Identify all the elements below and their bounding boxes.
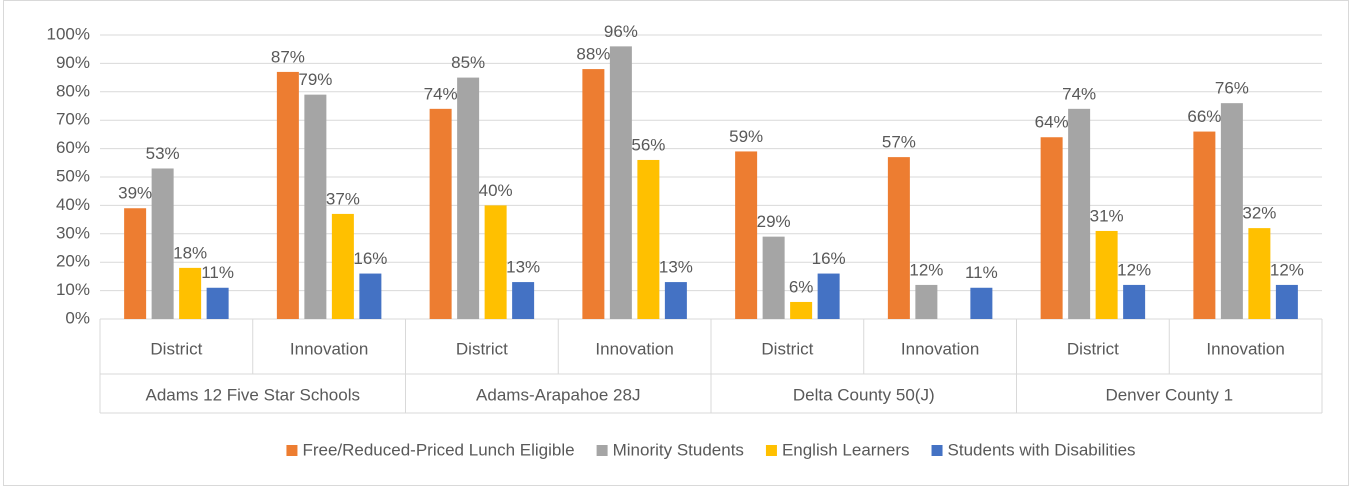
bar bbox=[1095, 230, 1118, 319]
data-label: 11% bbox=[965, 263, 998, 282]
legend-label: Free/Reduced-Priced Lunch Eligible bbox=[302, 440, 574, 459]
y-tick-label: 20% bbox=[56, 252, 90, 271]
x-tick-label: District bbox=[761, 339, 813, 358]
data-label: 64% bbox=[1035, 113, 1069, 132]
data-label: 29% bbox=[757, 212, 791, 231]
legend-label: English Learners bbox=[782, 440, 910, 459]
bar bbox=[429, 108, 452, 319]
x-tick-label: District bbox=[150, 339, 202, 358]
data-label: 12% bbox=[909, 260, 943, 279]
group-label: Adams 12 Five Star Schools bbox=[146, 385, 360, 404]
data-label: 66% bbox=[1187, 107, 1221, 126]
bar bbox=[304, 94, 327, 319]
data-label: 37% bbox=[326, 189, 360, 208]
x-tick-label: District bbox=[1067, 339, 1119, 358]
bar bbox=[582, 69, 605, 319]
bar bbox=[735, 151, 758, 319]
data-label: 85% bbox=[451, 53, 485, 72]
y-tick-label: 70% bbox=[56, 110, 90, 129]
bar bbox=[359, 273, 382, 319]
y-tick-label: 60% bbox=[56, 138, 90, 157]
data-label: 16% bbox=[353, 249, 387, 268]
legend-swatch bbox=[931, 445, 943, 456]
chart-border bbox=[3, 0, 1349, 486]
bar bbox=[1193, 131, 1216, 319]
data-label: 87% bbox=[271, 47, 305, 66]
bar bbox=[1275, 284, 1298, 319]
y-tick-label: 80% bbox=[56, 81, 90, 100]
bar bbox=[1220, 103, 1243, 319]
bar bbox=[331, 213, 354, 319]
data-label: 13% bbox=[659, 258, 693, 277]
x-tick-label: District bbox=[456, 339, 508, 358]
data-label: 12% bbox=[1117, 260, 1151, 279]
x-tick-label: Innovation bbox=[290, 339, 368, 358]
bar bbox=[1123, 284, 1146, 319]
data-label: 59% bbox=[729, 127, 763, 146]
group-label: Adams-Arapahoe 28J bbox=[476, 385, 640, 404]
bar bbox=[512, 282, 535, 319]
y-tick-label: 40% bbox=[56, 195, 90, 214]
data-label: 39% bbox=[118, 184, 152, 203]
data-label: 40% bbox=[479, 181, 513, 200]
data-label: 13% bbox=[506, 258, 540, 277]
bar bbox=[637, 159, 660, 319]
bar bbox=[151, 168, 174, 319]
data-label: 53% bbox=[146, 144, 180, 163]
group-label: Delta County 50(J) bbox=[793, 385, 935, 404]
group-label: Denver County 1 bbox=[1105, 385, 1233, 404]
y-tick-label: 30% bbox=[56, 223, 90, 242]
y-tick-label: 100% bbox=[47, 24, 90, 43]
legend-label: Students with Disabilities bbox=[948, 440, 1136, 459]
bar bbox=[206, 287, 229, 319]
bar bbox=[1068, 108, 1091, 319]
bar bbox=[762, 236, 785, 319]
bar bbox=[790, 301, 813, 319]
bar bbox=[484, 205, 507, 319]
legend-swatch bbox=[596, 445, 608, 456]
bar bbox=[124, 208, 147, 319]
bar bbox=[457, 77, 480, 319]
data-label: 76% bbox=[1215, 79, 1249, 98]
bar bbox=[970, 287, 993, 319]
y-tick-label: 50% bbox=[56, 166, 90, 185]
legend-swatch bbox=[765, 445, 777, 456]
data-label: 56% bbox=[631, 135, 665, 154]
data-label: 96% bbox=[604, 22, 638, 41]
bar bbox=[915, 284, 938, 319]
data-label: 74% bbox=[1062, 84, 1096, 103]
data-label: 16% bbox=[812, 249, 846, 268]
data-label: 88% bbox=[576, 45, 610, 64]
y-tick-label: 10% bbox=[56, 280, 90, 299]
bar bbox=[276, 71, 299, 319]
bar bbox=[817, 273, 840, 319]
legend-swatch bbox=[286, 445, 298, 456]
x-tick-label: Innovation bbox=[595, 339, 673, 358]
bar bbox=[179, 267, 202, 319]
data-label: 57% bbox=[882, 133, 916, 152]
data-label: 11% bbox=[201, 263, 234, 282]
x-tick-label: Innovation bbox=[1206, 339, 1284, 358]
data-label: 6% bbox=[789, 277, 814, 296]
data-label: 18% bbox=[173, 243, 207, 262]
x-tick-label: Innovation bbox=[901, 339, 979, 358]
y-tick-label: 90% bbox=[56, 53, 90, 72]
bar bbox=[887, 157, 910, 319]
bar bbox=[609, 46, 632, 320]
bar bbox=[1040, 137, 1063, 319]
data-label: 31% bbox=[1090, 206, 1124, 225]
legend-label: Minority Students bbox=[613, 440, 744, 459]
data-label: 32% bbox=[1242, 204, 1276, 223]
bar bbox=[1248, 228, 1271, 319]
data-label: 12% bbox=[1270, 260, 1304, 279]
data-label: 79% bbox=[298, 70, 332, 89]
y-tick-label: 0% bbox=[65, 308, 90, 327]
data-label: 74% bbox=[424, 84, 458, 103]
bar bbox=[664, 282, 687, 319]
